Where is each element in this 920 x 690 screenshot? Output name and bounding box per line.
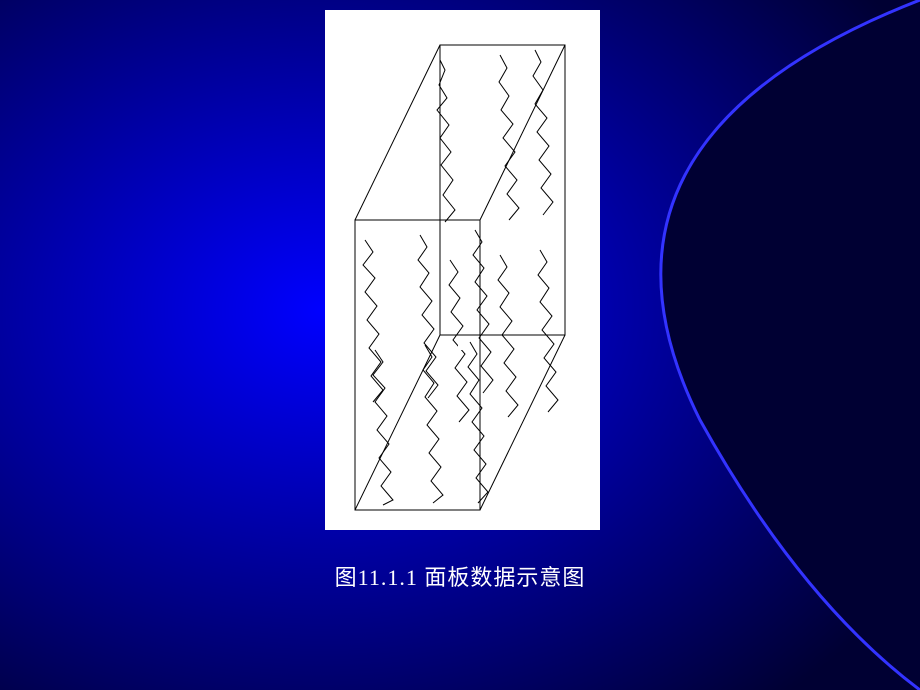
panel-data-diagram: [325, 10, 600, 530]
panel-data-figure: [325, 10, 600, 530]
page-marker: [458, 344, 464, 350]
figure-caption: 图11.1.1 面板数据示意图: [0, 560, 920, 592]
